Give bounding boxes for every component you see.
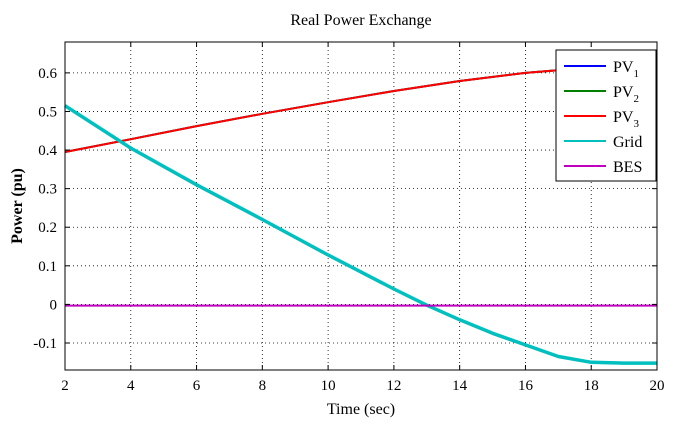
grid-lines bbox=[65, 42, 657, 370]
x-tick-label: 14 bbox=[452, 378, 468, 394]
y-tick-label: 0.5 bbox=[38, 104, 57, 120]
plot-frame bbox=[64, 41, 658, 371]
y-tick-label: 0 bbox=[50, 297, 58, 313]
series-line-grid bbox=[64, 104, 657, 365]
y-tick-label: 0.4 bbox=[38, 143, 57, 159]
legend-label-pv1: PV1 bbox=[613, 59, 639, 80]
legend: PV1 PV2 PV3 Grid BES bbox=[555, 49, 657, 182]
y-tick-label: 0.3 bbox=[38, 182, 57, 198]
y-tick-label: 0.6 bbox=[38, 66, 57, 82]
y-tick-label: -0.1 bbox=[33, 336, 57, 352]
x-tick-label: 16 bbox=[518, 378, 534, 394]
y-tick-label: 0.1 bbox=[38, 259, 57, 275]
x-tick-label: 2 bbox=[61, 378, 69, 394]
y-tick-label: 0.2 bbox=[38, 220, 57, 236]
x-tick-label: 8 bbox=[259, 378, 267, 394]
y-axis-label: Power (pu) bbox=[9, 168, 26, 244]
legend-label-pv3: PV3 bbox=[613, 109, 639, 130]
x-tick-label: 18 bbox=[584, 378, 599, 394]
legend-label-grid: Grid bbox=[613, 134, 642, 151]
legend-label-bes: BES bbox=[613, 159, 642, 176]
chart-title: Real Power Exchange bbox=[290, 12, 431, 29]
x-tick-label: 12 bbox=[386, 378, 401, 394]
x-tick-label: 20 bbox=[650, 378, 665, 394]
x-tick-label: 4 bbox=[127, 378, 135, 394]
x-tick-label: 10 bbox=[321, 378, 336, 394]
x-axis-label: Time (sec) bbox=[327, 401, 395, 418]
axis-ticks: 2 4 6 8 10 12 14 16 18 20 -0.1 0 0.1 0.2 0.3 0.4 0.5 0.6 bbox=[33, 42, 665, 394]
x-tick-label: 6 bbox=[193, 378, 201, 394]
legend-label-pv2: PV2 bbox=[613, 84, 639, 105]
